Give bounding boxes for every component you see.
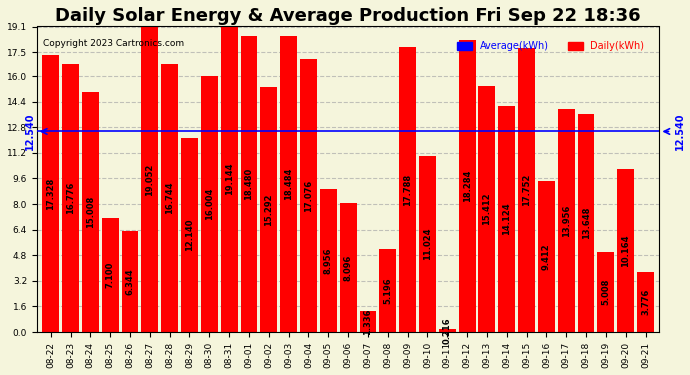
Text: 13.956: 13.956	[562, 204, 571, 237]
Text: 19.052: 19.052	[146, 164, 155, 196]
Bar	[161, 64, 178, 332]
Bar	[419, 156, 436, 332]
Legend: Average(kWh), Daily(kWh): Average(kWh), Daily(kWh)	[453, 38, 649, 55]
Text: 16.744: 16.744	[165, 182, 174, 214]
Text: 18.484: 18.484	[284, 168, 293, 200]
Bar	[359, 311, 376, 332]
Bar	[439, 328, 455, 332]
Text: 8.956: 8.956	[324, 247, 333, 274]
Bar	[538, 182, 555, 332]
Text: 14.124: 14.124	[502, 203, 511, 236]
Bar	[598, 252, 614, 332]
Bar	[380, 249, 396, 332]
Text: 5.196: 5.196	[383, 277, 393, 304]
Text: 11.024: 11.024	[423, 228, 432, 260]
Text: 16.004: 16.004	[205, 188, 214, 220]
Text: 1.336: 1.336	[364, 308, 373, 334]
Bar	[518, 48, 535, 332]
Text: 10.164: 10.164	[621, 234, 630, 267]
Text: 12.140: 12.140	[185, 219, 194, 251]
Bar	[320, 189, 337, 332]
Bar	[121, 231, 139, 332]
Text: 7.100: 7.100	[106, 262, 115, 288]
Bar	[181, 138, 198, 332]
Bar	[141, 27, 158, 332]
Text: 17.328: 17.328	[46, 177, 55, 210]
Text: 6.344: 6.344	[126, 268, 135, 295]
Bar	[62, 64, 79, 332]
Title: Daily Solar Energy & Average Production Fri Sep 22 18:36: Daily Solar Energy & Average Production …	[55, 7, 641, 25]
Bar	[201, 76, 218, 332]
Bar	[101, 219, 119, 332]
Bar	[260, 87, 277, 332]
Bar	[498, 106, 515, 332]
Text: 13.648: 13.648	[582, 207, 591, 239]
Text: 16.776: 16.776	[66, 182, 75, 214]
Text: 17.752: 17.752	[522, 174, 531, 206]
Text: 0.216: 0.216	[443, 317, 452, 344]
Bar	[241, 36, 257, 332]
Text: 18.480: 18.480	[244, 168, 253, 200]
Bar	[221, 26, 237, 332]
Text: 8.096: 8.096	[344, 254, 353, 280]
Text: 9.412: 9.412	[542, 243, 551, 270]
Text: 12.540: 12.540	[25, 113, 34, 150]
Text: 15.412: 15.412	[482, 192, 491, 225]
Bar	[300, 59, 317, 332]
Bar	[400, 48, 416, 332]
Bar	[558, 109, 575, 332]
Text: 5.008: 5.008	[602, 279, 611, 305]
Bar	[459, 39, 475, 332]
Bar	[578, 114, 595, 332]
Text: 15.292: 15.292	[264, 194, 273, 226]
Text: 12.540: 12.540	[676, 113, 685, 150]
Bar	[339, 202, 357, 332]
Bar	[42, 55, 59, 332]
Bar	[478, 86, 495, 332]
Bar	[82, 92, 99, 332]
Bar	[618, 170, 634, 332]
Bar	[280, 36, 297, 332]
Text: 17.076: 17.076	[304, 179, 313, 212]
Text: 3.776: 3.776	[641, 289, 650, 315]
Text: Copyright 2023 Cartronics.com: Copyright 2023 Cartronics.com	[43, 39, 184, 48]
Text: 19.144: 19.144	[225, 163, 234, 195]
Text: 17.788: 17.788	[403, 174, 412, 206]
Text: 18.284: 18.284	[462, 170, 471, 202]
Bar	[637, 272, 654, 332]
Text: 15.008: 15.008	[86, 196, 95, 228]
